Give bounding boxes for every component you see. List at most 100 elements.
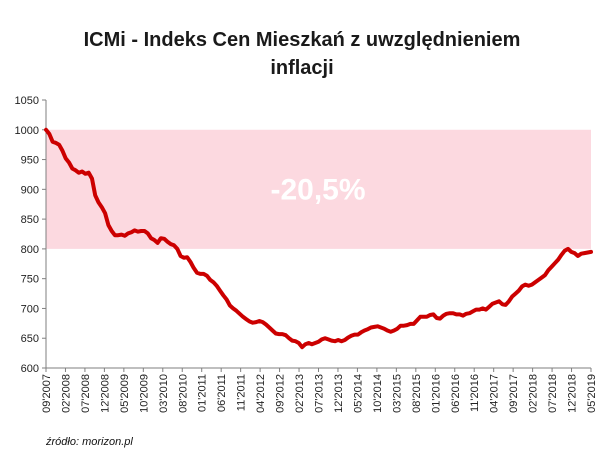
data-point	[225, 298, 228, 301]
data-point	[465, 312, 468, 315]
data-point	[284, 334, 287, 337]
x-tick-label: 02'2008	[60, 374, 72, 413]
data-point	[520, 285, 524, 288]
data-point	[205, 274, 209, 277]
x-tick-label: 06'2016	[450, 374, 462, 413]
data-point	[491, 302, 494, 305]
data-point	[511, 295, 514, 298]
data-point	[353, 333, 356, 336]
data-point	[268, 326, 271, 329]
data-point	[215, 284, 218, 287]
data-point	[320, 338, 323, 341]
data-point	[448, 312, 451, 315]
x-tick-label: 08'2015	[411, 374, 423, 413]
data-point	[543, 273, 547, 277]
data-point	[130, 231, 133, 234]
data-point	[294, 340, 297, 343]
source-note: źródło: morizon.pl	[46, 436, 133, 448]
x-tick-label: 04'2017	[489, 374, 501, 413]
data-point	[245, 318, 248, 321]
data-point	[120, 233, 123, 236]
x-tick-label: 12'2013	[333, 374, 345, 413]
data-point	[474, 308, 478, 311]
data-point	[497, 300, 501, 303]
data-point	[169, 242, 172, 246]
data-point	[468, 312, 471, 315]
chart-title-line2: inflacji	[270, 57, 334, 79]
data-point	[573, 251, 576, 255]
data-point	[317, 340, 320, 343]
data-point	[264, 323, 268, 326]
data-point	[179, 254, 182, 258]
data-point	[136, 230, 140, 233]
x-tick-label: 11'2011	[236, 374, 248, 411]
data-point	[199, 272, 202, 276]
data-point	[458, 313, 461, 316]
data-point	[281, 332, 284, 336]
data-point	[389, 330, 392, 333]
data-point	[166, 240, 169, 243]
data-point	[159, 237, 163, 240]
data-point	[422, 315, 425, 318]
data-point	[396, 327, 399, 330]
data-point	[202, 272, 205, 276]
data-point	[507, 300, 511, 303]
x-tick-label: 04'2012	[255, 374, 267, 413]
data-point	[481, 307, 484, 310]
data-point	[432, 313, 435, 316]
x-tick-label: 08'2010	[177, 374, 189, 413]
data-point	[314, 341, 317, 345]
data-point	[484, 308, 488, 311]
data-point	[74, 169, 77, 172]
data-point	[77, 171, 81, 174]
data-point	[117, 234, 120, 237]
data-point	[61, 149, 64, 152]
x-tick-label: 09'2007	[41, 374, 53, 413]
data-point	[586, 251, 589, 254]
data-point	[412, 322, 415, 326]
data-point	[235, 309, 238, 312]
data-point	[274, 332, 277, 335]
data-point	[57, 143, 61, 146]
data-point	[560, 253, 563, 256]
data-point	[103, 212, 107, 215]
x-tick-label: 02'2013	[294, 374, 306, 413]
y-tick-label: 650	[21, 333, 39, 345]
data-point	[415, 319, 419, 322]
data-point	[189, 260, 192, 264]
data-point	[478, 308, 481, 311]
data-point	[176, 247, 179, 251]
data-point	[386, 329, 389, 332]
data-point	[222, 294, 225, 297]
data-point	[445, 312, 448, 315]
data-point	[153, 238, 156, 242]
data-point	[570, 250, 573, 254]
x-tick-label: 02'2018	[528, 374, 540, 413]
y-tick-label: 750	[21, 274, 39, 286]
data-point	[514, 292, 517, 295]
data-point	[209, 278, 212, 282]
data-point	[360, 331, 363, 334]
x-tick-label: 01'2011	[197, 374, 209, 412]
x-tick-label: 07'2008	[80, 374, 92, 413]
data-point	[186, 256, 189, 259]
data-point	[557, 258, 560, 261]
data-point	[261, 320, 264, 324]
data-point	[442, 314, 445, 317]
x-tick-label: 10'2009	[138, 374, 150, 413]
data-point	[48, 132, 51, 136]
data-point	[291, 339, 294, 342]
data-point	[310, 343, 314, 346]
data-point	[494, 301, 497, 304]
y-tick-label: 950	[21, 155, 39, 167]
data-point	[258, 319, 261, 323]
data-point	[402, 324, 406, 327]
data-point	[133, 229, 136, 232]
x-tick-label: 05'2014	[352, 374, 364, 413]
data-point	[107, 223, 110, 227]
data-point	[392, 329, 396, 332]
data-point	[576, 254, 580, 258]
data-point	[547, 269, 550, 272]
data-point	[218, 289, 222, 292]
data-point	[527, 284, 530, 287]
